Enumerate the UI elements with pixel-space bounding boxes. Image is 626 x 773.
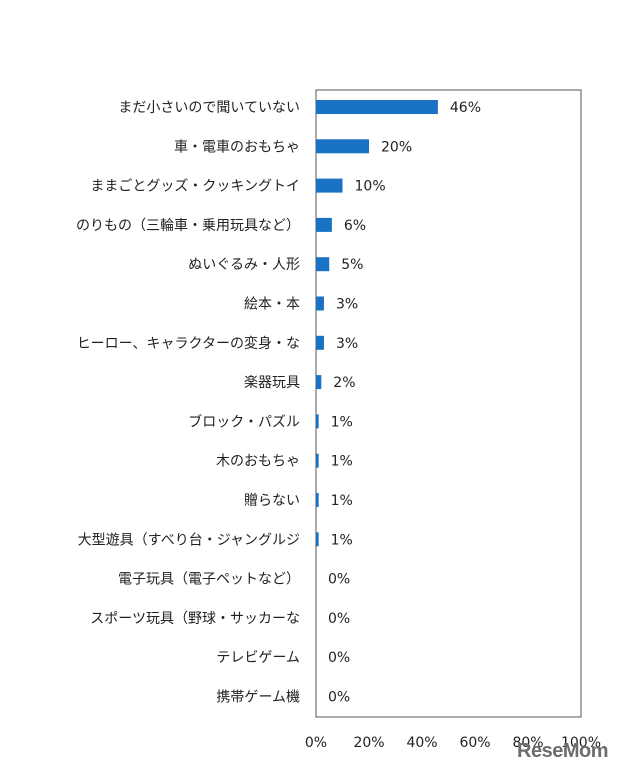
- category-label: ままごとグッズ・クッキングトイ: [90, 179, 300, 195]
- bar: [316, 414, 319, 429]
- bar: [316, 296, 324, 311]
- value-label: 1%: [331, 493, 353, 509]
- category-label: 絵本・本: [244, 297, 300, 313]
- category-label: 車・電車のおもちゃ: [174, 138, 300, 155]
- category-label: テレビゲーム: [216, 650, 300, 666]
- plot-area: [315, 89, 582, 718]
- value-label: 1%: [331, 532, 353, 548]
- category-label: 楽器玩具: [244, 375, 300, 391]
- category-label: ブロック・パズル: [188, 413, 300, 430]
- bar: [316, 335, 324, 350]
- value-label: 1%: [331, 454, 353, 470]
- bar: [316, 139, 369, 154]
- category-label: 電子玩具（電子ペットなど）: [118, 572, 300, 588]
- value-label: 1%: [331, 414, 353, 430]
- x-tick-label: 20%: [353, 735, 384, 751]
- value-label: 5%: [341, 257, 363, 273]
- bar: [316, 217, 332, 232]
- value-label: 3%: [336, 336, 358, 352]
- value-label: 20%: [381, 139, 412, 155]
- bar: [316, 100, 438, 114]
- value-label: 0%: [328, 572, 350, 588]
- value-label: 2%: [333, 375, 355, 391]
- x-tick-label: 0%: [305, 735, 327, 751]
- resemom-logo: ReseMom: [517, 740, 608, 762]
- category-label: ヒーロー、キャラクターの変身・な: [77, 335, 300, 352]
- value-label: 0%: [328, 650, 350, 666]
- value-label: 3%: [336, 297, 358, 313]
- x-tick-label: 60%: [459, 735, 490, 751]
- category-label: 携帯ゲーム機: [216, 690, 300, 706]
- bar: [316, 257, 330, 272]
- bar: [316, 453, 319, 468]
- category-label: スポーツ玩具（野球・サッカーな: [90, 611, 300, 627]
- category-label: のりもの（三輪車・乗用玩具など）: [76, 217, 300, 234]
- bar: [316, 375, 322, 390]
- x-tick-label: 100%: [561, 735, 601, 751]
- category-label: 木のおもちゃ: [216, 454, 300, 470]
- value-label: 10%: [355, 179, 386, 195]
- value-label: 0%: [328, 690, 350, 706]
- value-label: 46%: [450, 100, 481, 116]
- category-label: まだ小さいので聞いていない: [118, 100, 300, 116]
- value-label: 0%: [328, 611, 350, 627]
- x-tick-label: 80%: [512, 735, 543, 751]
- category-label: ぬいぐるみ・人形: [188, 257, 300, 273]
- x-tick-label: 40%: [406, 735, 437, 751]
- value-label: 6%: [344, 218, 366, 234]
- bar: [316, 493, 319, 507]
- category-label: 大型遊具（すべり台・ジャングルジ: [78, 532, 300, 548]
- bar: [316, 178, 343, 193]
- bar: [316, 532, 319, 547]
- category-label: 贈らない: [244, 493, 300, 509]
